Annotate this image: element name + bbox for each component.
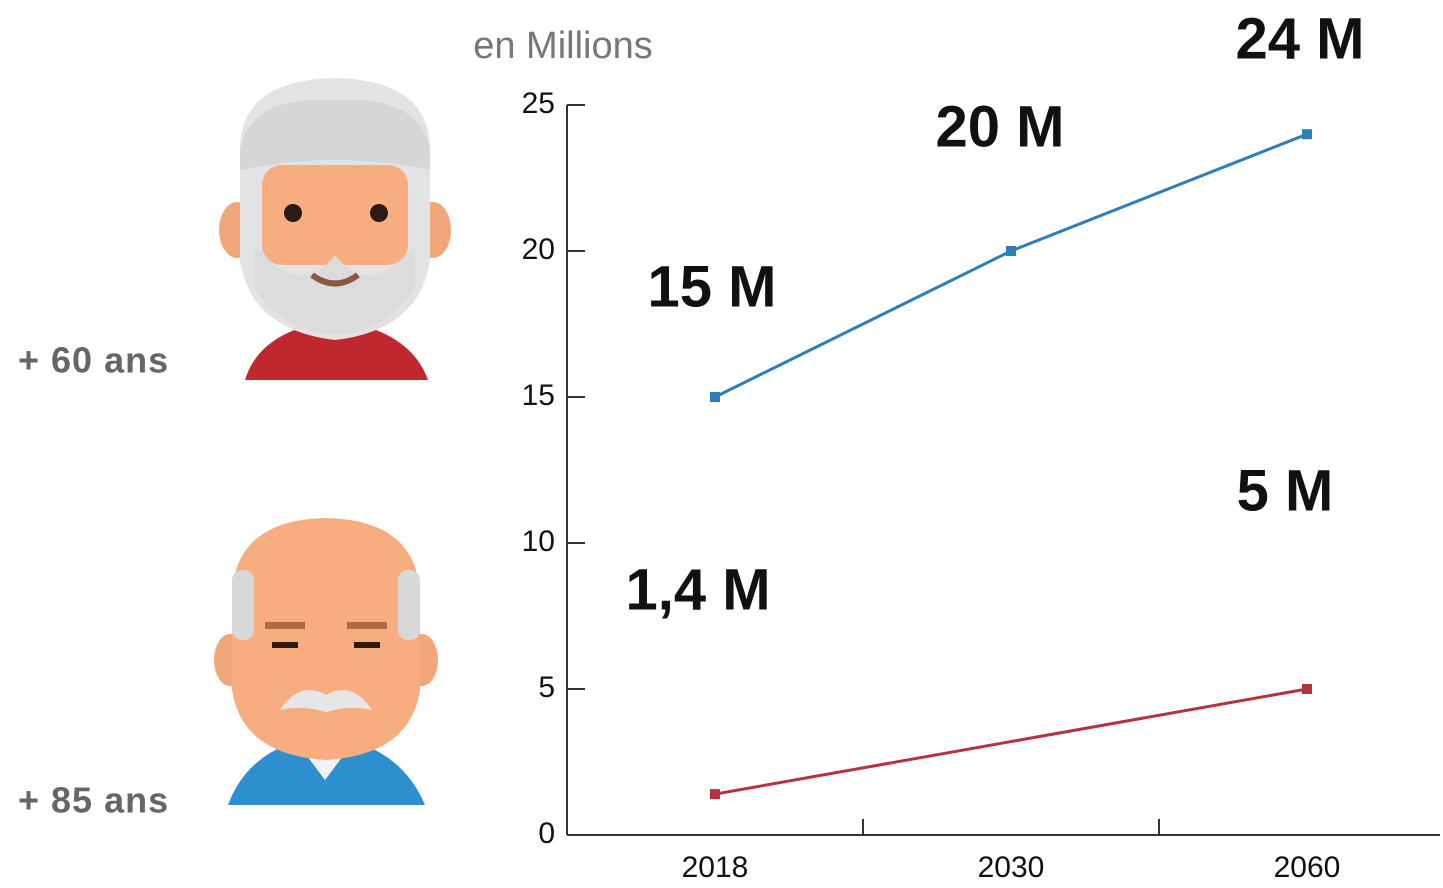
marker [710,392,720,402]
value-label: 20 M [936,94,1065,159]
x-tick-label: 2060 [1274,851,1341,884]
x-tick-label: 2018 [682,851,749,884]
y-tick-label: 20 [522,233,555,266]
y-tick-label: 0 [538,817,555,850]
marker [710,789,720,800]
y-tick-label: 5 [538,671,555,704]
legend-label: + 85 ans [18,780,169,821]
marker [1006,246,1016,256]
icon-senior-60 [219,78,451,380]
value-label: 5 M [1237,458,1334,523]
line [714,687,1308,796]
axis-label: en Millions [473,25,653,67]
y-tick-label: 10 [522,525,555,558]
value-label: 1,4 M [625,557,770,622]
x-tick-label: 2030 [978,851,1045,884]
y-tick-label: 15 [522,379,555,412]
icon-senior-85 [214,518,438,805]
marker [1302,129,1312,140]
y-tick-label: 25 [522,87,555,120]
value-label: 24 M [1236,7,1365,72]
legend-label: + 60 ans [18,340,169,381]
line [714,132,1308,399]
marker [1302,684,1312,694]
value-label: 15 M [648,254,777,319]
